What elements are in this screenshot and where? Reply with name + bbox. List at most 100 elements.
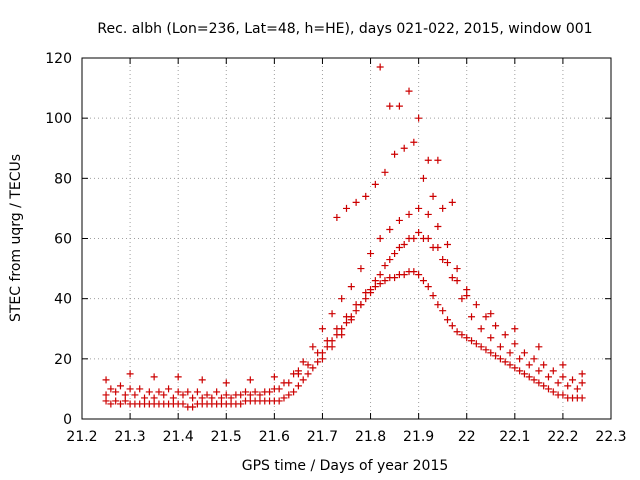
data-point-marker [458, 295, 466, 303]
data-point-marker [395, 102, 403, 110]
data-point-marker [482, 346, 490, 354]
data-point-marker [400, 144, 408, 152]
data-point-marker [424, 156, 432, 164]
data-point-marker [569, 376, 577, 384]
data-point-marker [482, 313, 490, 321]
data-point-marker [549, 388, 557, 396]
data-point-marker [376, 63, 384, 71]
data-point-marker [314, 358, 322, 366]
data-point-marker [511, 364, 519, 372]
data-point-marker [189, 394, 197, 402]
data-point-marker [222, 379, 230, 387]
data-point-marker [453, 265, 461, 273]
data-point-marker [415, 204, 423, 212]
data-point-marker [174, 388, 182, 396]
data-point-marker [520, 349, 528, 357]
data-point-marker [232, 391, 240, 399]
data-point-marker [155, 388, 163, 396]
data-point-marker [448, 274, 456, 282]
x-tick-label: 21.2 [66, 429, 97, 445]
y-axis-label: STEC from uqrg / TECUs [8, 154, 24, 322]
y-tick-label: 60 [54, 232, 72, 248]
data-point-marker [391, 150, 399, 158]
data-point-marker [415, 271, 423, 279]
data-point-marker [395, 216, 403, 224]
x-tick-label: 21.6 [259, 429, 290, 445]
data-point-marker [496, 355, 504, 363]
data-point-marker [371, 277, 379, 285]
data-point-marker [468, 313, 476, 321]
data-point-marker [347, 316, 355, 324]
data-point-marker [179, 391, 187, 399]
data-point-marker [112, 397, 120, 405]
data-point-marker [405, 235, 413, 242]
data-point-marker [112, 388, 120, 396]
data-point-marker [299, 376, 307, 384]
data-point-marker [367, 286, 375, 294]
x-tick-label: 22 [458, 429, 476, 445]
data-point-marker [395, 244, 403, 252]
x-tick-label: 21.7 [307, 429, 338, 445]
data-point-marker [405, 210, 413, 218]
data-point-marker [492, 352, 500, 360]
data-point-marker [165, 385, 173, 393]
data-point-marker [511, 340, 519, 348]
x-tick-label: 21.8 [355, 429, 386, 445]
data-point-marker [198, 394, 206, 402]
data-point-marker [578, 394, 586, 402]
data-point-marker [160, 391, 168, 399]
data-point-marker [371, 283, 379, 291]
data-point-marker [309, 364, 317, 372]
data-point-marker [367, 250, 375, 258]
data-point-marker [434, 244, 442, 252]
data-point-marker [386, 256, 394, 264]
data-point-marker [477, 325, 485, 333]
data-point-marker [314, 349, 322, 357]
data-point-marker [150, 394, 158, 402]
data-point-marker [362, 289, 370, 297]
data-point-marker [347, 283, 355, 291]
data-point-marker [386, 225, 394, 233]
data-point-marker [116, 400, 124, 408]
y-tick-label: 80 [54, 171, 72, 187]
data-point-marker [381, 168, 389, 176]
data-point-marker [458, 331, 466, 339]
data-point-marker [463, 286, 471, 294]
data-point-marker [309, 343, 317, 351]
data-point-marker [338, 331, 346, 339]
data-point-marker [126, 370, 134, 378]
x-tick-label: 21.3 [115, 429, 146, 445]
data-point-marker [376, 280, 384, 288]
data-point-marker [443, 259, 451, 267]
data-point-marker [318, 355, 326, 363]
data-point-marker [222, 391, 230, 399]
data-point-marker [415, 228, 423, 236]
data-point-marker [434, 301, 442, 309]
data-point-marker [530, 376, 538, 384]
data-point-marker [544, 373, 552, 381]
data-point-marker [381, 262, 389, 270]
x-tick-label: 22.1 [499, 429, 530, 445]
data-point-marker [184, 388, 192, 396]
data-point-marker [251, 388, 259, 396]
data-point-marker [141, 394, 149, 402]
data-point-marker [126, 385, 134, 393]
data-point-marker [362, 192, 370, 200]
data-point-marker [270, 373, 278, 381]
x-tick-label: 22.2 [547, 429, 578, 445]
data-point-marker [424, 235, 432, 242]
data-point-marker [242, 388, 250, 396]
data-point-marker [492, 322, 500, 330]
data-point-marker [410, 138, 418, 146]
data-point-marker [559, 391, 567, 399]
data-point-marker [429, 192, 437, 200]
x-tick-label: 21.9 [403, 429, 434, 445]
data-point-marker [535, 343, 543, 351]
data-point-marker [217, 394, 225, 402]
data-point-marker [506, 349, 514, 357]
data-point-marker [203, 391, 211, 399]
data-point-marker [487, 310, 495, 318]
data-point-marker [540, 382, 548, 390]
data-point-marker [121, 391, 129, 399]
